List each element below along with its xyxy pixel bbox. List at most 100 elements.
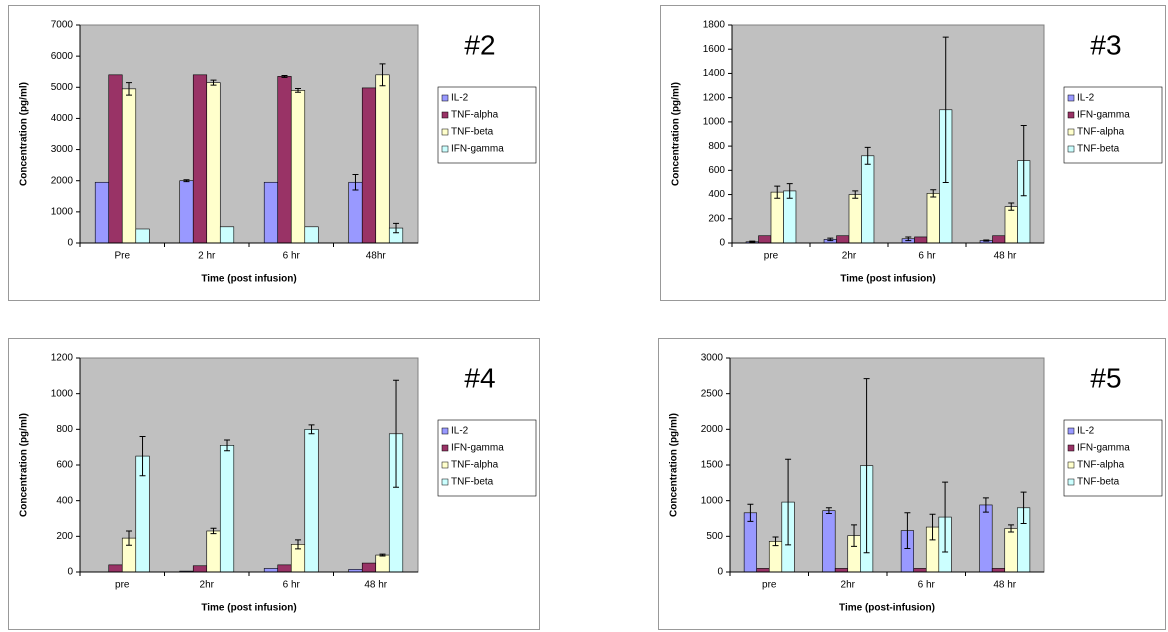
x-tick-label: pre [115, 580, 130, 591]
y-tick-label: 800 [56, 424, 73, 435]
error-bar [281, 74, 288, 78]
y-axis-title: Concentration (pg/ml) [19, 413, 30, 517]
bar [822, 510, 836, 573]
y-tick-label: 600 [708, 165, 725, 176]
chart-title: #2 [464, 29, 495, 60]
x-tick-label: 6 hr [918, 580, 936, 591]
bar [913, 568, 927, 573]
error-bar [295, 539, 302, 550]
y-tick-label: 1000 [703, 117, 726, 128]
y-tick-label: 400 [56, 495, 73, 506]
error-bar [379, 63, 386, 87]
legend-label: IL-2 [1077, 426, 1095, 437]
bar [1004, 528, 1018, 573]
y-axis-title: Concentration (pg/ml) [19, 82, 30, 186]
error-bar [1008, 202, 1015, 211]
bar [375, 554, 390, 573]
y-tick-label: 1800 [703, 20, 726, 31]
y-tick-label: 0 [719, 238, 725, 249]
x-tick-label: 6 hr [283, 580, 301, 591]
bar [361, 562, 377, 573]
x-axis-title: Time (post infusion) [201, 274, 296, 285]
bar [121, 88, 137, 244]
legend-label: TNF-beta [451, 477, 494, 488]
error-bar [1020, 125, 1027, 197]
bar [926, 193, 940, 244]
error-bar [863, 378, 870, 554]
legend-label: TNF-alpha [1077, 460, 1125, 471]
bar [304, 226, 319, 244]
y-tick-label: 500 [706, 531, 723, 542]
legend-label: IFN-gamma [1077, 110, 1130, 121]
bar [770, 191, 784, 244]
error-bar [749, 240, 756, 243]
bar [206, 530, 221, 573]
legend-swatch [441, 478, 449, 486]
x-tick-label: 6 hr [283, 251, 301, 262]
y-tick-label: 3000 [51, 144, 74, 155]
y-tick-label: 4000 [51, 113, 74, 124]
x-axis-title: Time (post infusion) [840, 274, 935, 285]
legend-label: IL-2 [1077, 93, 1095, 104]
error-bar [942, 36, 949, 183]
bar [914, 236, 928, 244]
legend-label: IFN-gamma [451, 144, 504, 155]
bar [1004, 206, 1018, 244]
y-tick-label: 400 [708, 189, 725, 200]
legend-label: IFN-gamma [451, 443, 504, 454]
legend-label: TNF-alpha [451, 110, 499, 121]
legend-swatch [1067, 145, 1075, 153]
y-tick-label: 1000 [51, 388, 74, 399]
x-tick-label: 48 hr [364, 580, 387, 591]
legend-box [437, 419, 537, 497]
error-bar [929, 513, 936, 541]
x-axis-title: Time (post-infusion) [839, 603, 935, 614]
legend-swatch [441, 427, 449, 435]
y-tick-label: 1600 [703, 44, 726, 55]
x-tick-label: Pre [114, 251, 130, 262]
bar [192, 565, 208, 573]
error-bar [851, 524, 858, 547]
error-bar [904, 512, 911, 549]
error-bar [126, 530, 133, 546]
chart-title: #3 [1090, 29, 1121, 60]
y-tick-label: 6000 [51, 51, 74, 62]
legend-swatch [441, 111, 449, 119]
legend-label: TNF-beta [451, 127, 494, 138]
error-bar [210, 79, 217, 86]
y-tick-label: 1000 [51, 206, 74, 217]
bar [206, 82, 221, 244]
y-tick-label: 3000 [701, 353, 724, 364]
y-tick-label: 2000 [51, 175, 74, 186]
y-tick-label: 0 [67, 238, 73, 249]
y-tick-label: 1500 [701, 460, 724, 471]
legend-swatch [1067, 94, 1075, 102]
bar [756, 568, 770, 573]
y-tick-label: 5000 [51, 82, 74, 93]
bar [836, 235, 850, 244]
legend-box [437, 86, 537, 164]
bar [219, 445, 235, 573]
chart-title: #4 [464, 362, 495, 393]
error-bar [1008, 524, 1015, 533]
error-bar [210, 527, 217, 535]
bar [135, 228, 150, 244]
legend-label: IL-2 [451, 93, 469, 104]
legend-label: IL-2 [451, 426, 469, 437]
chart: 0 1000 2000 3000 4000 5000 6000 7000 Pre 2 hr 6 hr… [8, 5, 540, 301]
chart: 0 200 400 600 800 1000 1200 pre 2hr 6 hr 48 hr Time… [8, 338, 540, 630]
bar [991, 568, 1006, 573]
y-tick-label: 1400 [703, 68, 726, 79]
x-tick-label: 2hr [841, 580, 856, 591]
error-bar [126, 82, 133, 96]
y-tick-label: 7000 [51, 20, 74, 31]
legend-swatch [1067, 461, 1075, 469]
x-tick-label: 2hr [200, 580, 215, 591]
plot-area [729, 357, 1045, 573]
x-tick-label: pre [764, 251, 779, 262]
error-bar [352, 173, 359, 191]
error-bar [224, 439, 231, 452]
bar [277, 564, 292, 573]
legend-swatch [441, 461, 449, 469]
